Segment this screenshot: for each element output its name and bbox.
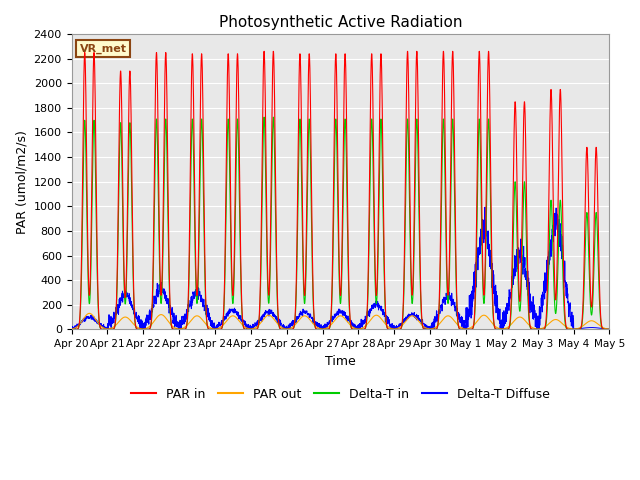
X-axis label: Time: Time <box>325 355 356 368</box>
Y-axis label: PAR (umol/m2/s): PAR (umol/m2/s) <box>15 130 28 234</box>
Title: Photosynthetic Active Radiation: Photosynthetic Active Radiation <box>219 15 462 30</box>
Legend: PAR in, PAR out, Delta-T in, Delta-T Diffuse: PAR in, PAR out, Delta-T in, Delta-T Dif… <box>126 383 554 406</box>
Text: VR_met: VR_met <box>79 44 127 54</box>
